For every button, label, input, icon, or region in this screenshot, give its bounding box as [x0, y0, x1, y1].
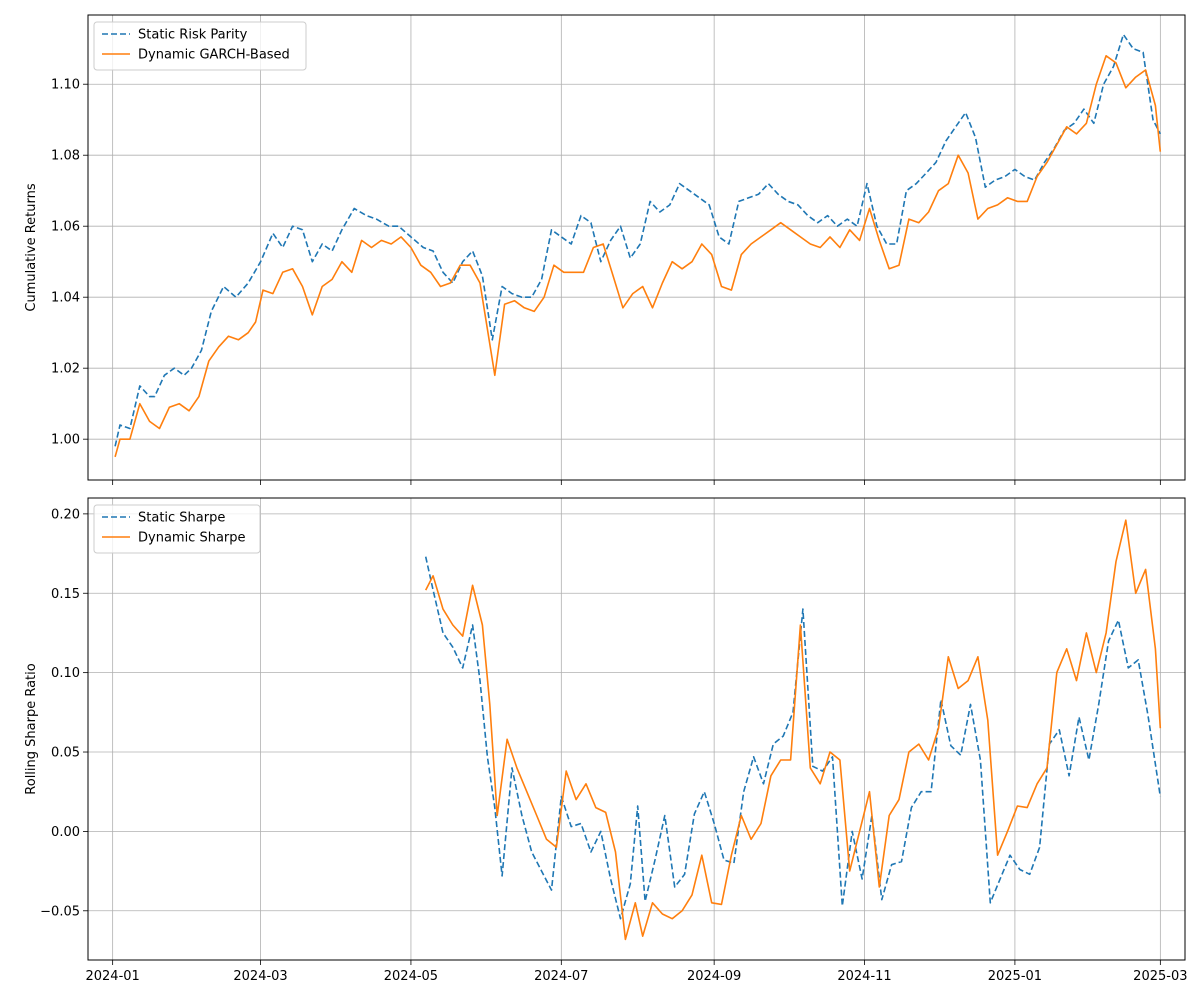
rolling-sharpe-x-ticks: 2024-01 2024-03 2024-05 2024-07 2024-09 2024-… — [85, 960, 1188, 984]
legend-label-static-risk-parity: Static Risk Parity — [138, 28, 248, 43]
series-line-dynamic — [114, 54, 1162, 458]
cumulative-returns-grid — [88, 15, 1185, 480]
cumulative-returns-panel: 1.00 1.02 1.04 1.06 1.08 1.10 Cumulative Retu… — [24, 14, 1186, 485]
cumulative-returns-x-ticks — [112, 480, 1161, 485]
rolling-sharpe-legend: Static Sharpe Dynamic Sharpe — [93, 504, 261, 554]
legend-box — [93, 504, 261, 554]
cumulative-returns-series — [114, 33, 1162, 458]
y-tick-label: 1.06 — [51, 220, 80, 235]
cumulative-returns-y-axis-label: Cumulative Returns — [24, 183, 39, 311]
cumulative-returns-axes-frame — [87, 14, 1186, 481]
y-tick-label: 0.10 — [51, 666, 80, 681]
rolling-sharpe-series — [424, 519, 1162, 941]
y-tick-label: 0.00 — [51, 825, 80, 840]
y-tick-label: 0.20 — [51, 507, 80, 522]
legend-label-dynamic-garch: Dynamic GARCH-Based — [138, 48, 290, 63]
rolling-sharpe-y-axis-label: Rolling Sharpe Ratio — [24, 663, 39, 794]
legend-label-dynamic-sharpe: Dynamic Sharpe — [138, 531, 246, 546]
y-tick-label: 1.10 — [51, 78, 80, 93]
legend-box — [93, 21, 307, 71]
cumulative-returns-y-ticks: 1.00 1.02 1.04 1.06 1.08 1.10 — [51, 78, 88, 448]
y-tick-label: 0.05 — [51, 746, 80, 761]
x-tick-label: 2025-03 — [1133, 969, 1187, 984]
y-tick-label: 1.00 — [51, 433, 80, 448]
y-tick-label: −0.05 — [40, 904, 80, 919]
x-tick-label: 2024-01 — [85, 969, 139, 984]
x-tick-label: 2025-01 — [988, 969, 1042, 984]
x-tick-label: 2024-03 — [233, 969, 287, 984]
y-tick-label: 1.02 — [51, 362, 80, 377]
series-line-dynamic — [424, 519, 1162, 941]
x-tick-label: 2024-09 — [687, 969, 741, 984]
y-tick-label: 1.04 — [51, 291, 80, 306]
rolling-sharpe-axes-frame — [87, 497, 1186, 961]
y-tick-label: 1.08 — [51, 149, 80, 164]
legend-label-static-sharpe: Static Sharpe — [138, 511, 225, 526]
rolling-sharpe-panel: −0.05 0.00 0.05 0.10 0.15 0.20 2024-01 2024-03… — [24, 497, 1188, 984]
y-tick-label: 0.15 — [51, 587, 80, 602]
x-tick-label: 2024-05 — [384, 969, 438, 984]
series-line-static — [424, 556, 1162, 920]
x-tick-label: 2024-11 — [837, 969, 891, 984]
x-tick-label: 2024-07 — [534, 969, 588, 984]
cumulative-returns-legend: Static Risk Parity Dynamic GARCH-Based — [93, 21, 307, 71]
series-line-static — [114, 33, 1162, 447]
rolling-sharpe-y-ticks: −0.05 0.00 0.05 0.10 0.15 0.20 — [40, 507, 88, 919]
